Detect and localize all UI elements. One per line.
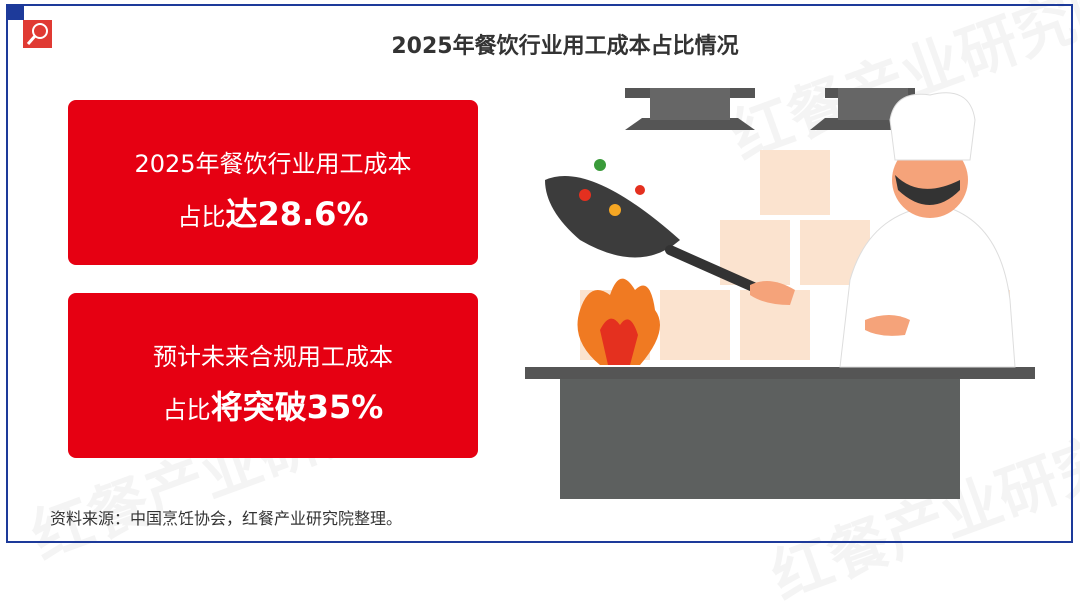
card-line1: 2025年餐饮行业用工成本 bbox=[134, 150, 412, 178]
frame-border bbox=[6, 4, 1073, 543]
chef-illustration bbox=[525, 88, 1035, 499]
stat-card-forecast: 预计未来合规用工成本 占比将突破35% bbox=[68, 293, 478, 458]
source-note: 资料来源：中国烹饪协会，红餐产业研究院整理。 bbox=[50, 509, 403, 528]
card-emphasis: 达28.6% bbox=[225, 195, 369, 233]
card-prefix: 占比 bbox=[177, 203, 226, 231]
card-emphasis: 将突破35% bbox=[210, 388, 384, 426]
card-prefix: 占比 bbox=[162, 396, 211, 424]
page-title: 2025年餐饮行业用工成本占比情况 bbox=[391, 34, 739, 59]
corner-block bbox=[6, 4, 24, 20]
stat-card-current: 2025年餐饮行业用工成本 占比达28.6% bbox=[68, 100, 478, 265]
card-line1: 预计未来合规用工成本 bbox=[153, 343, 393, 371]
magnifier-icon bbox=[23, 20, 52, 48]
